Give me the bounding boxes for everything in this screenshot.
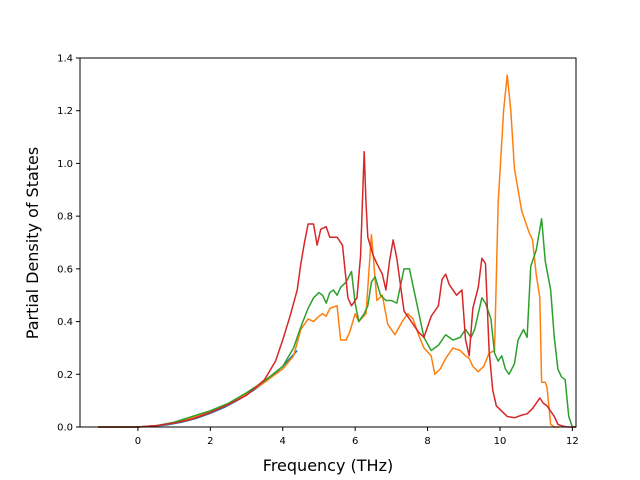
plot-frame [79,57,577,428]
x-tick-label: 8 [424,436,430,447]
y-tick-label: 0.6 [57,264,73,275]
x-tick-label: 6 [352,436,358,447]
y-tick-label: 0.4 [57,317,73,328]
x-tick-label: 12 [566,436,579,447]
y-tick-label: 0.8 [57,212,73,223]
y-axis-ticks: 0.0 0.2 0.4 0.6 0.8 1.0 1.2 1.4 [57,54,80,434]
series-line-2 [98,74,560,428]
series-line-4 [98,150,576,428]
x-axis-ticks: 0 2 4 6 8 10 12 [135,427,579,447]
y-tick-label: 1.4 [57,54,73,65]
x-tick-label: 4 [280,436,286,447]
y-tick-label: 1.2 [57,106,73,117]
series-line-3 [98,218,576,428]
x-axis-title: Frequency (THz) [263,456,393,475]
x-tick-label: 0 [135,436,141,447]
y-axis-title: Partial Density of States [23,147,42,339]
x-tick-label: 10 [494,436,507,447]
plot-lines [98,74,576,428]
y-tick-label: 0.2 [57,370,73,381]
y-tick-label: 1.0 [57,159,73,170]
y-tick-label: 0.0 [57,423,73,434]
x-tick-label: 2 [207,436,213,447]
